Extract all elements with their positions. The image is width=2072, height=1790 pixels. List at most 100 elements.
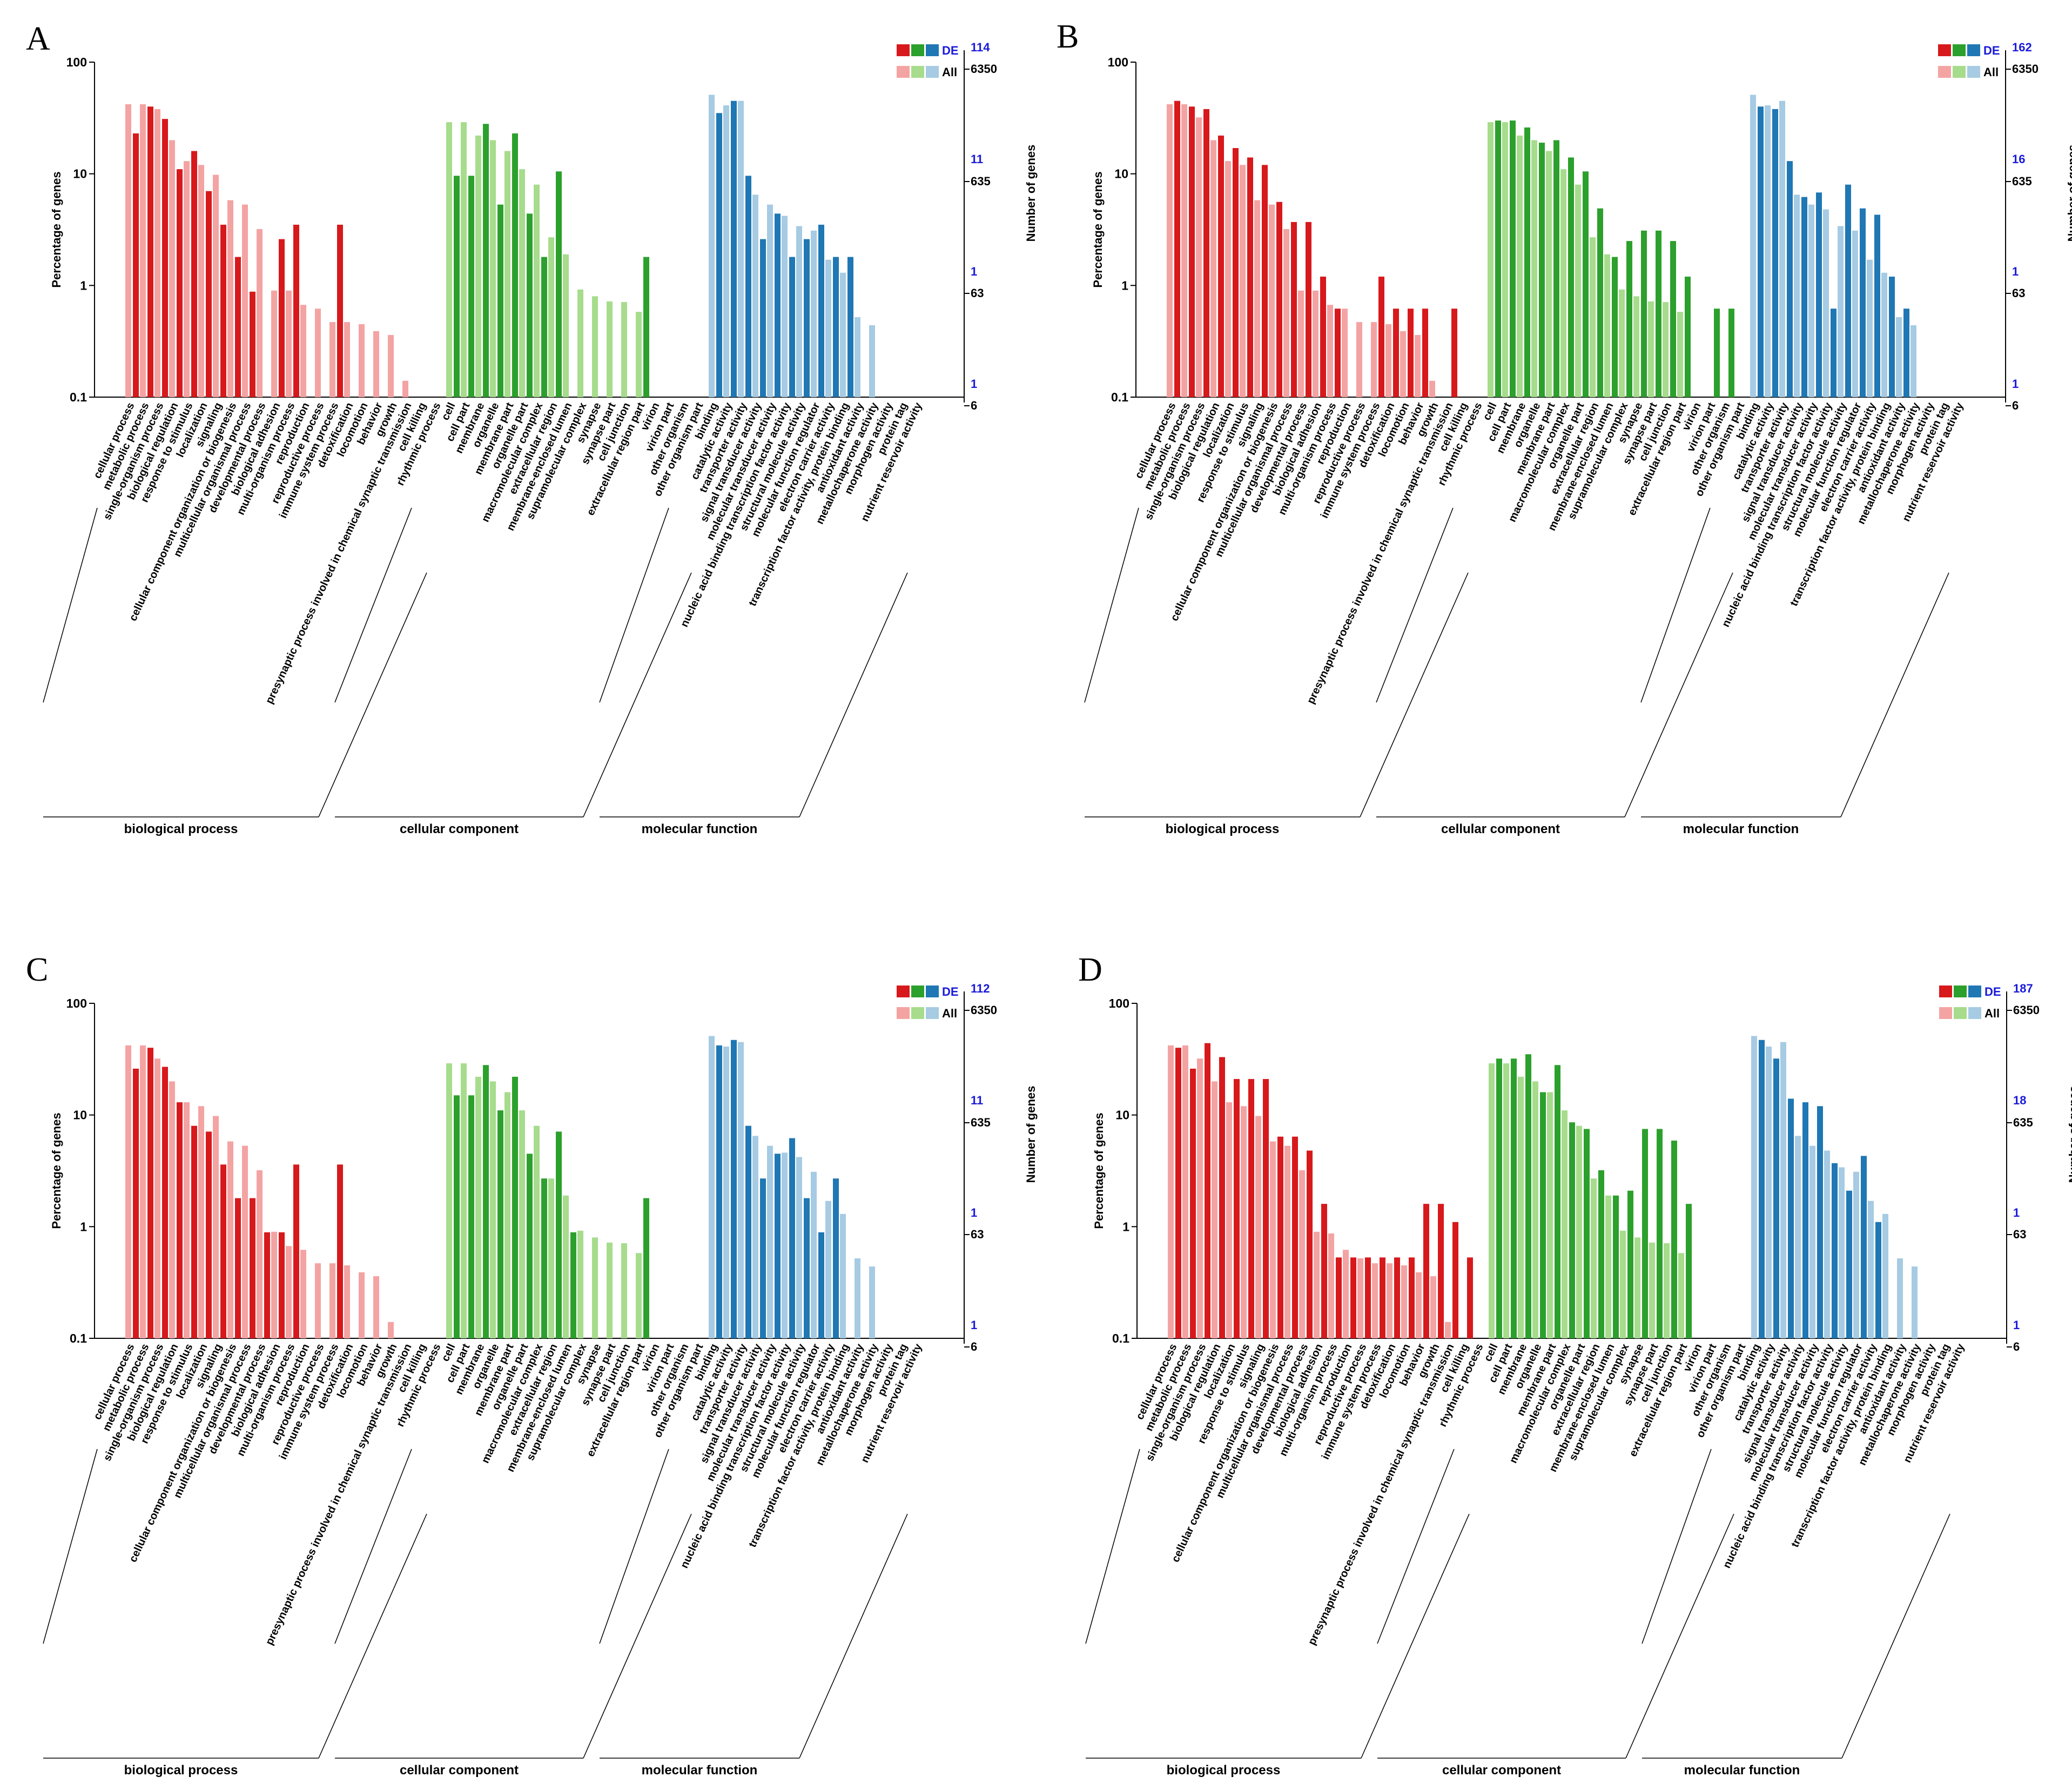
bar-de bbox=[1788, 1098, 1794, 1338]
group-label: cellular component bbox=[400, 1763, 519, 1778]
bar-de bbox=[1758, 106, 1764, 397]
legend-swatch-all bbox=[911, 66, 924, 78]
bar-de bbox=[1903, 309, 1909, 397]
bar-all bbox=[1415, 335, 1421, 397]
bar-all bbox=[227, 200, 233, 397]
bar-all bbox=[140, 1045, 146, 1338]
chart-panel-d: D 100 10 1 0.1 Percentage of genes 187 6350 18 63… bbox=[1078, 951, 2072, 1778]
bar-all bbox=[242, 204, 248, 397]
bar-de bbox=[1510, 120, 1516, 398]
bar-all bbox=[169, 1081, 175, 1338]
bar-all bbox=[1852, 230, 1858, 397]
bar-all bbox=[1823, 209, 1829, 397]
legend-swatch-de bbox=[1967, 44, 1980, 56]
bar-all bbox=[315, 309, 321, 397]
y-tick-label: 1 bbox=[80, 278, 87, 292]
bar-all bbox=[1531, 140, 1537, 397]
bar-de bbox=[1378, 276, 1384, 397]
bar-all bbox=[1648, 301, 1654, 397]
group-bracket bbox=[1624, 572, 1733, 817]
bar-de bbox=[1598, 1170, 1604, 1338]
bar-all bbox=[1649, 1242, 1655, 1338]
group-bracket bbox=[1360, 572, 1469, 817]
bar-all bbox=[1298, 290, 1304, 397]
all-gene-count: 6350 bbox=[2013, 1003, 2040, 1017]
group-label: biological process bbox=[124, 822, 238, 836]
legend-swatch-de bbox=[1968, 985, 1981, 997]
bar-all bbox=[1357, 1258, 1363, 1338]
bar-all bbox=[752, 1136, 758, 1338]
y-tick-label: 100 bbox=[66, 55, 87, 69]
bar-de bbox=[1263, 1079, 1269, 1338]
group-bracket bbox=[318, 1513, 427, 1759]
bar-all bbox=[402, 380, 408, 397]
bar-all bbox=[213, 1116, 219, 1338]
bar-de bbox=[527, 213, 533, 397]
bar-de bbox=[1641, 230, 1647, 397]
de-gene-count: 114 bbox=[971, 41, 990, 54]
bar-all bbox=[1429, 380, 1435, 397]
all-gene-count: 635 bbox=[2012, 175, 2032, 188]
bar-de bbox=[1671, 1141, 1677, 1338]
bar-all bbox=[1664, 1243, 1670, 1338]
legend-label-all: All bbox=[1983, 65, 1999, 79]
bar-de bbox=[541, 1178, 547, 1338]
legend-label-de: DE bbox=[942, 44, 959, 57]
bar-all bbox=[1912, 1266, 1918, 1338]
bar-de bbox=[1336, 1257, 1342, 1338]
bar-all bbox=[548, 1178, 554, 1338]
bar-all bbox=[1181, 104, 1187, 397]
bar-de bbox=[1597, 208, 1603, 397]
bar-de bbox=[191, 151, 197, 397]
bar-all bbox=[1343, 1250, 1349, 1338]
bar-all bbox=[154, 109, 160, 397]
bar-de bbox=[1189, 106, 1195, 397]
bar-all bbox=[125, 104, 131, 397]
bar-de bbox=[1874, 214, 1880, 397]
group-bracket bbox=[318, 572, 427, 817]
bar-all bbox=[1328, 1233, 1334, 1338]
bar-all bbox=[1241, 1106, 1247, 1338]
bar-all bbox=[475, 135, 481, 398]
bar-all bbox=[709, 1036, 715, 1338]
bar-all bbox=[1633, 296, 1639, 397]
bar-all bbox=[125, 1045, 131, 1338]
bar-de bbox=[1657, 1129, 1663, 1338]
group-bracket bbox=[1840, 572, 1949, 817]
bar-all bbox=[738, 100, 744, 397]
bar-all bbox=[1314, 1231, 1320, 1338]
bar-all bbox=[1167, 104, 1173, 397]
group-bracket bbox=[43, 1449, 98, 1644]
y2-axis-title: Number of genes bbox=[1024, 1086, 1038, 1183]
y-tick-label: 10 bbox=[1115, 1108, 1129, 1122]
group-label: molecular function bbox=[1683, 822, 1799, 836]
bar-de bbox=[1393, 309, 1399, 397]
bar-de bbox=[1772, 109, 1778, 397]
bar-all bbox=[1371, 322, 1377, 397]
legend-swatch-de bbox=[926, 985, 939, 997]
bar-all bbox=[1634, 1237, 1640, 1338]
bar-all bbox=[154, 1058, 160, 1338]
bar-all bbox=[1678, 1253, 1684, 1338]
bar-de bbox=[1335, 309, 1341, 397]
legend-swatch-de bbox=[1953, 44, 1966, 56]
legend-swatch-de bbox=[911, 985, 924, 997]
bar-all bbox=[1445, 1322, 1451, 1338]
bar-all bbox=[1327, 305, 1333, 397]
bar-all bbox=[300, 1250, 306, 1338]
legend-swatch-de bbox=[911, 44, 924, 56]
bar-de bbox=[1553, 140, 1559, 397]
bar-all bbox=[1240, 165, 1246, 397]
bar-de bbox=[1613, 1195, 1619, 1338]
bar-de bbox=[1627, 1190, 1633, 1338]
bar-all bbox=[1910, 325, 1916, 397]
bar-de bbox=[1816, 192, 1822, 397]
bar-all bbox=[1488, 122, 1494, 397]
bar-all bbox=[373, 1276, 379, 1338]
bar-all bbox=[1385, 324, 1391, 397]
group-label: cellular component bbox=[1442, 1763, 1561, 1778]
bar-all bbox=[607, 301, 613, 397]
